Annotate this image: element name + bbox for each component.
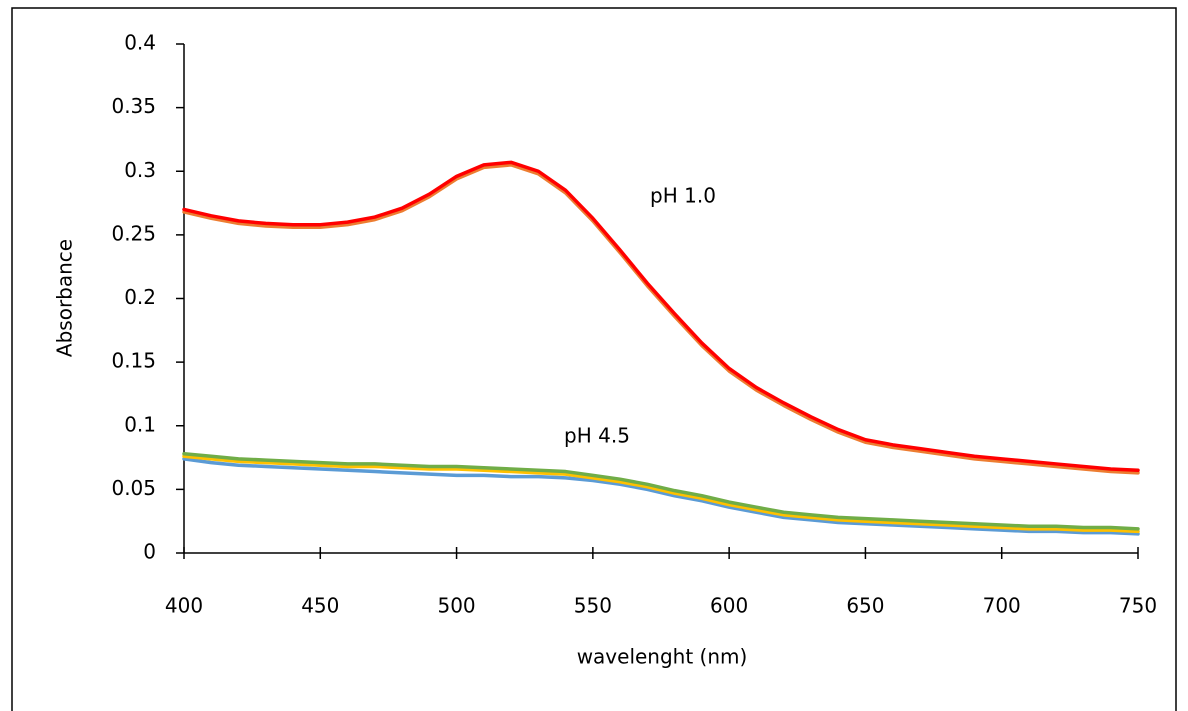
y-tick-label: 0.35: [111, 94, 156, 118]
x-axis-title: wavelenght (nm): [577, 645, 748, 669]
y-tick-label: 0.15: [111, 349, 156, 373]
y-tick-label: 0.25: [111, 221, 156, 245]
x-tick-label: 600: [710, 594, 748, 618]
x-tick-label: 750: [1119, 594, 1157, 618]
y-tick-label: 0.2: [124, 285, 156, 309]
y-axis-title: Absorbance: [53, 239, 77, 357]
x-tick-label: 400: [165, 594, 203, 618]
x-tick-label: 650: [846, 594, 884, 618]
data-line: [182, 454, 1140, 534]
data-line: [182, 160, 1140, 473]
y-tick-label: 0.4: [124, 31, 156, 55]
x-tick-label: 500: [437, 594, 475, 618]
annotation: pH 4.5: [564, 424, 630, 448]
x-tick-label: 450: [301, 594, 339, 618]
x-tick-label: 550: [574, 594, 612, 618]
data-line: [182, 457, 1140, 536]
y-tick-label: 0.3: [124, 158, 156, 182]
y-tick-label: 0.1: [124, 412, 156, 436]
y-tick-label: 0: [143, 540, 156, 564]
annotation: pH 1.0: [650, 184, 716, 208]
y-tick-label: 0.05: [111, 476, 156, 500]
data-line: [182, 452, 1140, 531]
chart-frame: [11, 7, 1177, 711]
x-tick-label: 700: [983, 594, 1021, 618]
